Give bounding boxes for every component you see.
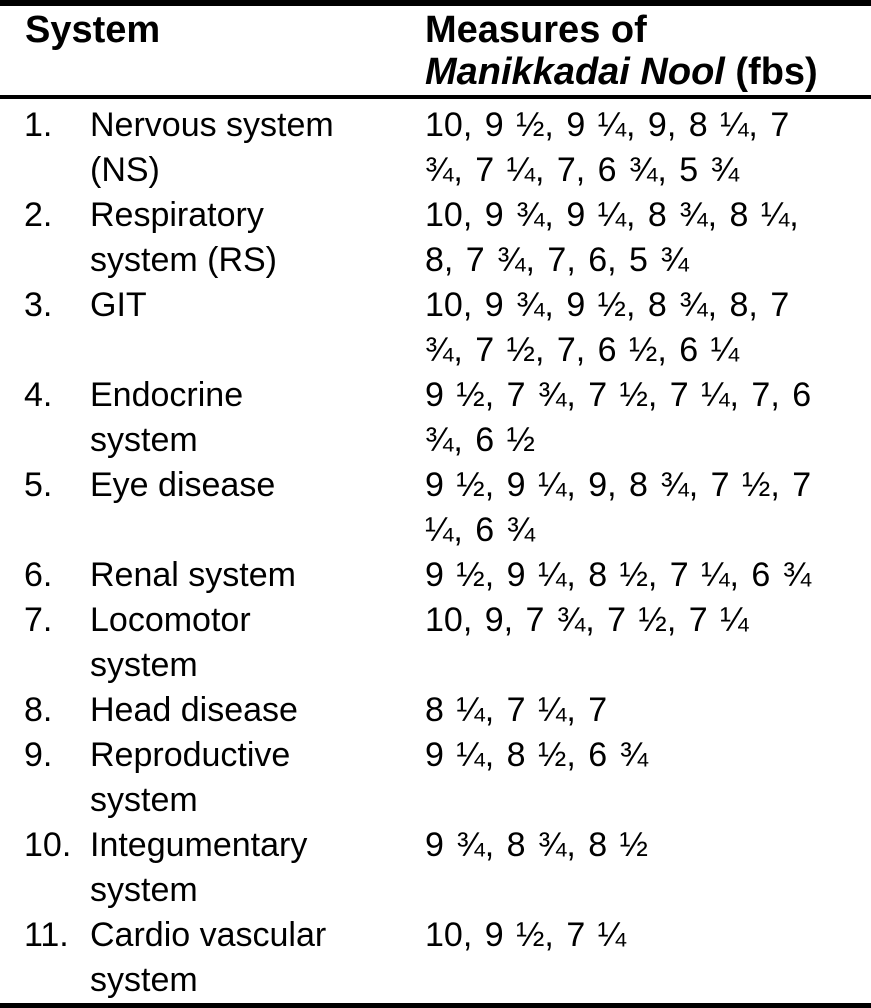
table-row: 3. GIT 10, 9 ¾, 9 ½, 8 ¾, 8, 7 ¾, 7 ½, 7… xyxy=(0,283,871,373)
table-row: 10. Integumentary system 9 ¾, 8 ¾, 8 ½ xyxy=(0,823,871,913)
system-name: GIT xyxy=(90,286,147,324)
measures-value: 10, 9 ¾, 9 ½, 8 ¾, 8, 7 ¾, 7 ½, 7, 6 ½, … xyxy=(425,286,790,369)
row-number: 5. xyxy=(24,466,53,504)
system-cell: 6. Renal system xyxy=(0,553,425,598)
system-name: Cardio vascular system xyxy=(90,916,327,999)
row-number: 2. xyxy=(24,196,53,234)
table-row: 9. Reproductive system 9 ¼, 8 ½, 6 ¾ xyxy=(0,733,871,823)
system-cell: 5. Eye disease xyxy=(0,463,425,553)
row-number: 11. xyxy=(24,916,69,954)
measures-value: 10, 9, 7 ¾, 7 ½, 7 ¼ xyxy=(425,601,749,639)
row-number: 8. xyxy=(24,691,53,729)
fbs-unit-label: (fbs) xyxy=(724,51,818,93)
system-name: Renal system xyxy=(90,556,296,594)
system-cell: 10. Integumentary system xyxy=(0,823,425,913)
table-row: 8. Head disease 8 ¼, 7 ¼, 7 xyxy=(0,688,871,733)
row-number: 6. xyxy=(24,556,53,594)
column-header-measures: Measures of Manikkadai Nool (fbs) xyxy=(425,9,871,93)
system-name: Head disease xyxy=(90,691,298,729)
system-cell: 11. Cardio vascular system xyxy=(0,913,425,1003)
row-number: 3. xyxy=(24,286,53,324)
table-row: 7. Locomotor system 10, 9, 7 ¾, 7 ½, 7 ¼ xyxy=(0,598,871,688)
system-name: Nervous system (NS) xyxy=(90,106,334,189)
system-name: Respiratory system (RS) xyxy=(90,196,277,279)
system-cell: 4. Endocrine system xyxy=(0,373,425,463)
system-name: Reproductive system xyxy=(90,736,291,819)
system-name: Endocrine system xyxy=(90,376,244,459)
table-row: 2. Respiratory system (RS) 10, 9 ¾, 9 ¼,… xyxy=(0,193,871,283)
system-name: Locomotor system xyxy=(90,601,251,684)
table-header-row: System Measures of Manikkadai Nool (fbs) xyxy=(0,6,871,99)
system-name: Integumentary system xyxy=(90,826,308,909)
system-cell: 1. Nervous system (NS) xyxy=(0,103,425,193)
system-cell: 3. GIT xyxy=(0,283,425,373)
table-row: 4. Endocrine system 9 ½, 7 ¾, 7 ½, 7 ¼, … xyxy=(0,373,871,463)
table-body: 1. Nervous system (NS) 10, 9 ½, 9 ¼, 9, … xyxy=(0,99,871,1003)
measures-value: 10, 9 ½, 9 ¼, 9, 8 ¼, 7 ¾, 7 ¼, 7, 6 ¾, … xyxy=(425,106,790,189)
system-cell: 7. Locomotor system xyxy=(0,598,425,688)
measures-value: 9 ½, 9 ¼, 8 ½, 7 ¼, 6 ¾ xyxy=(425,556,812,594)
measures-value: 10, 9 ½, 7 ¼ xyxy=(425,916,627,954)
column-header-system: System xyxy=(25,9,161,51)
row-number: 7. xyxy=(24,601,53,639)
measures-value: 8 ¼, 7 ¼, 7 xyxy=(425,691,608,729)
row-number: 1. xyxy=(24,106,53,144)
column-header-measures-line1: Measures of xyxy=(425,9,647,51)
measures-value: 9 ¼, 8 ½, 6 ¾ xyxy=(425,736,648,774)
column-header-measures-line2: Manikkadai Nool (fbs) xyxy=(425,51,871,93)
row-number: 10. xyxy=(24,826,72,864)
system-cell: 8. Head disease xyxy=(0,688,425,733)
measures-value: 9 ½, 7 ¾, 7 ½, 7 ¼, 7, 6 ¾, 6 ½ xyxy=(425,376,812,459)
manikkadai-nool-label: Manikkadai Nool xyxy=(425,51,725,93)
measures-value: 9 ½, 9 ¼, 9, 8 ¾, 7 ½, 7 ¼, 6 ¾ xyxy=(425,466,812,549)
table-row: 5. Eye disease 9 ½, 9 ¼, 9, 8 ¾, 7 ½, 7 … xyxy=(0,463,871,553)
measures-value: 9 ¾, 8 ¾, 8 ½ xyxy=(425,826,648,864)
table-row: 6. Renal system 9 ½, 9 ¼, 8 ½, 7 ¼, 6 ¾ xyxy=(0,553,871,598)
row-number: 9. xyxy=(24,736,53,774)
measures-value: 10, 9 ¾, 9 ¼, 8 ¾, 8 ¼, 8, 7 ¾, 7, 6, 5 … xyxy=(425,196,799,279)
row-number: 4. xyxy=(24,376,53,414)
system-cell: 2. Respiratory system (RS) xyxy=(0,193,425,283)
table-row: 1. Nervous system (NS) 10, 9 ½, 9 ¼, 9, … xyxy=(0,103,871,193)
system-cell: 9. Reproductive system xyxy=(0,733,425,823)
table-row: 11. Cardio vascular system 10, 9 ½, 7 ¼ xyxy=(0,913,871,1003)
system-name: Eye disease xyxy=(90,466,276,504)
